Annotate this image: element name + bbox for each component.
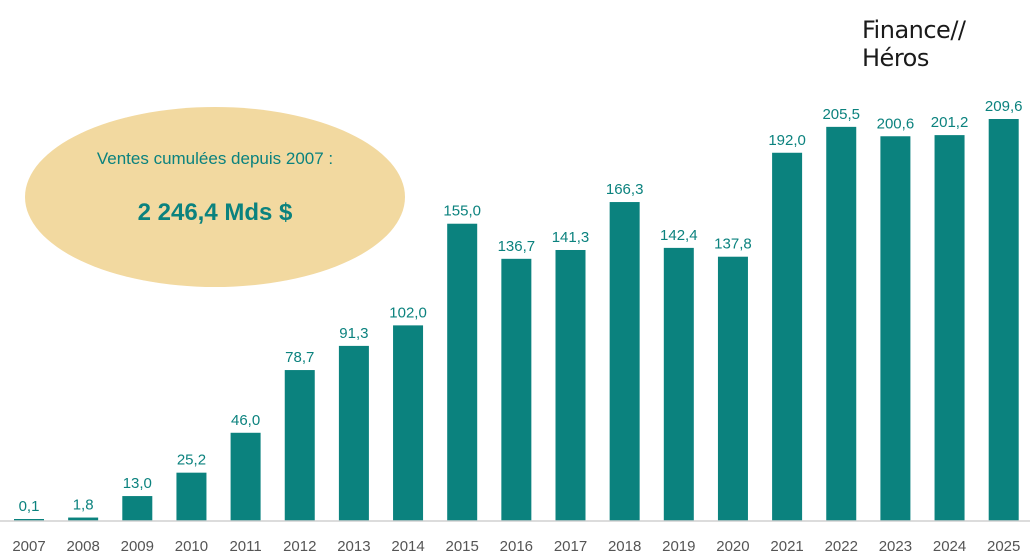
- x-tick-label: 2020: [716, 538, 749, 555]
- x-tick-label: 2010: [175, 538, 208, 555]
- data-label: 166,3: [606, 181, 644, 198]
- data-label: 141,3: [552, 229, 590, 246]
- callout-ellipse: [25, 107, 405, 287]
- bar-2008: [68, 517, 99, 521]
- data-label: 201,2: [931, 114, 969, 131]
- data-label: 0,1: [19, 498, 40, 515]
- bar-2019: [663, 247, 694, 521]
- bar-2007: [14, 519, 44, 521]
- x-tick-label: 2021: [770, 538, 803, 555]
- bar-2014: [393, 325, 424, 521]
- data-label: 1,8: [73, 497, 94, 514]
- x-tick-label: 2014: [391, 538, 424, 555]
- x-tick-label: 2024: [933, 538, 966, 555]
- x-tick-label: 2007: [12, 538, 45, 555]
- callout-label: Ventes cumulées depuis 2007 :: [97, 149, 333, 168]
- bar-2009: [122, 496, 153, 521]
- data-label: 46,0: [231, 412, 260, 429]
- bar-2018: [609, 202, 640, 521]
- bar-2012: [284, 370, 315, 521]
- x-tick-label: 2022: [825, 538, 858, 555]
- bar-2010: [176, 472, 207, 521]
- bar-2025: [988, 119, 1019, 521]
- callout-value: 2 246,4 Mds $: [138, 199, 293, 226]
- data-label: 155,0: [443, 203, 481, 220]
- bar-2016: [501, 258, 532, 521]
- data-label: 200,6: [877, 115, 915, 132]
- x-tick-label: 2019: [662, 538, 695, 555]
- bar-2023: [880, 136, 911, 521]
- x-tick-label: 2009: [121, 538, 154, 555]
- data-label: 13,0: [123, 475, 152, 492]
- x-tick-label: 2012: [283, 538, 316, 555]
- data-label: 192,0: [768, 132, 806, 149]
- x-tick-label: 2017: [554, 538, 587, 555]
- data-label: 142,4: [660, 227, 698, 244]
- finance-heros-logo: Finance//Héros: [862, 16, 966, 72]
- bar-2015: [447, 223, 478, 521]
- data-label: 78,7: [285, 349, 314, 366]
- x-tick-label: 2011: [229, 538, 261, 555]
- bar-2011: [230, 432, 261, 521]
- x-tick-label: 2023: [879, 538, 912, 555]
- data-label: 136,7: [498, 238, 536, 255]
- x-tick-label: 2016: [500, 538, 533, 555]
- bar-2024: [934, 135, 965, 521]
- x-tick-label: 2015: [446, 538, 479, 555]
- x-tick-label: 2008: [66, 538, 99, 555]
- data-label: 102,0: [389, 304, 427, 321]
- data-label: 137,8: [714, 236, 752, 253]
- x-tick-label: 2018: [608, 538, 641, 555]
- x-tick-label: 2013: [337, 538, 370, 555]
- data-label: 209,6: [985, 98, 1023, 115]
- bar-2017: [555, 249, 586, 521]
- bar-2021: [772, 152, 803, 521]
- data-label: 91,3: [339, 325, 368, 342]
- bar-2013: [338, 345, 369, 521]
- bar-2022: [826, 126, 857, 521]
- data-label: 25,2: [177, 452, 206, 469]
- bar-2020: [717, 256, 748, 521]
- data-label: 205,5: [822, 106, 860, 123]
- x-tick-label: 2025: [987, 538, 1020, 555]
